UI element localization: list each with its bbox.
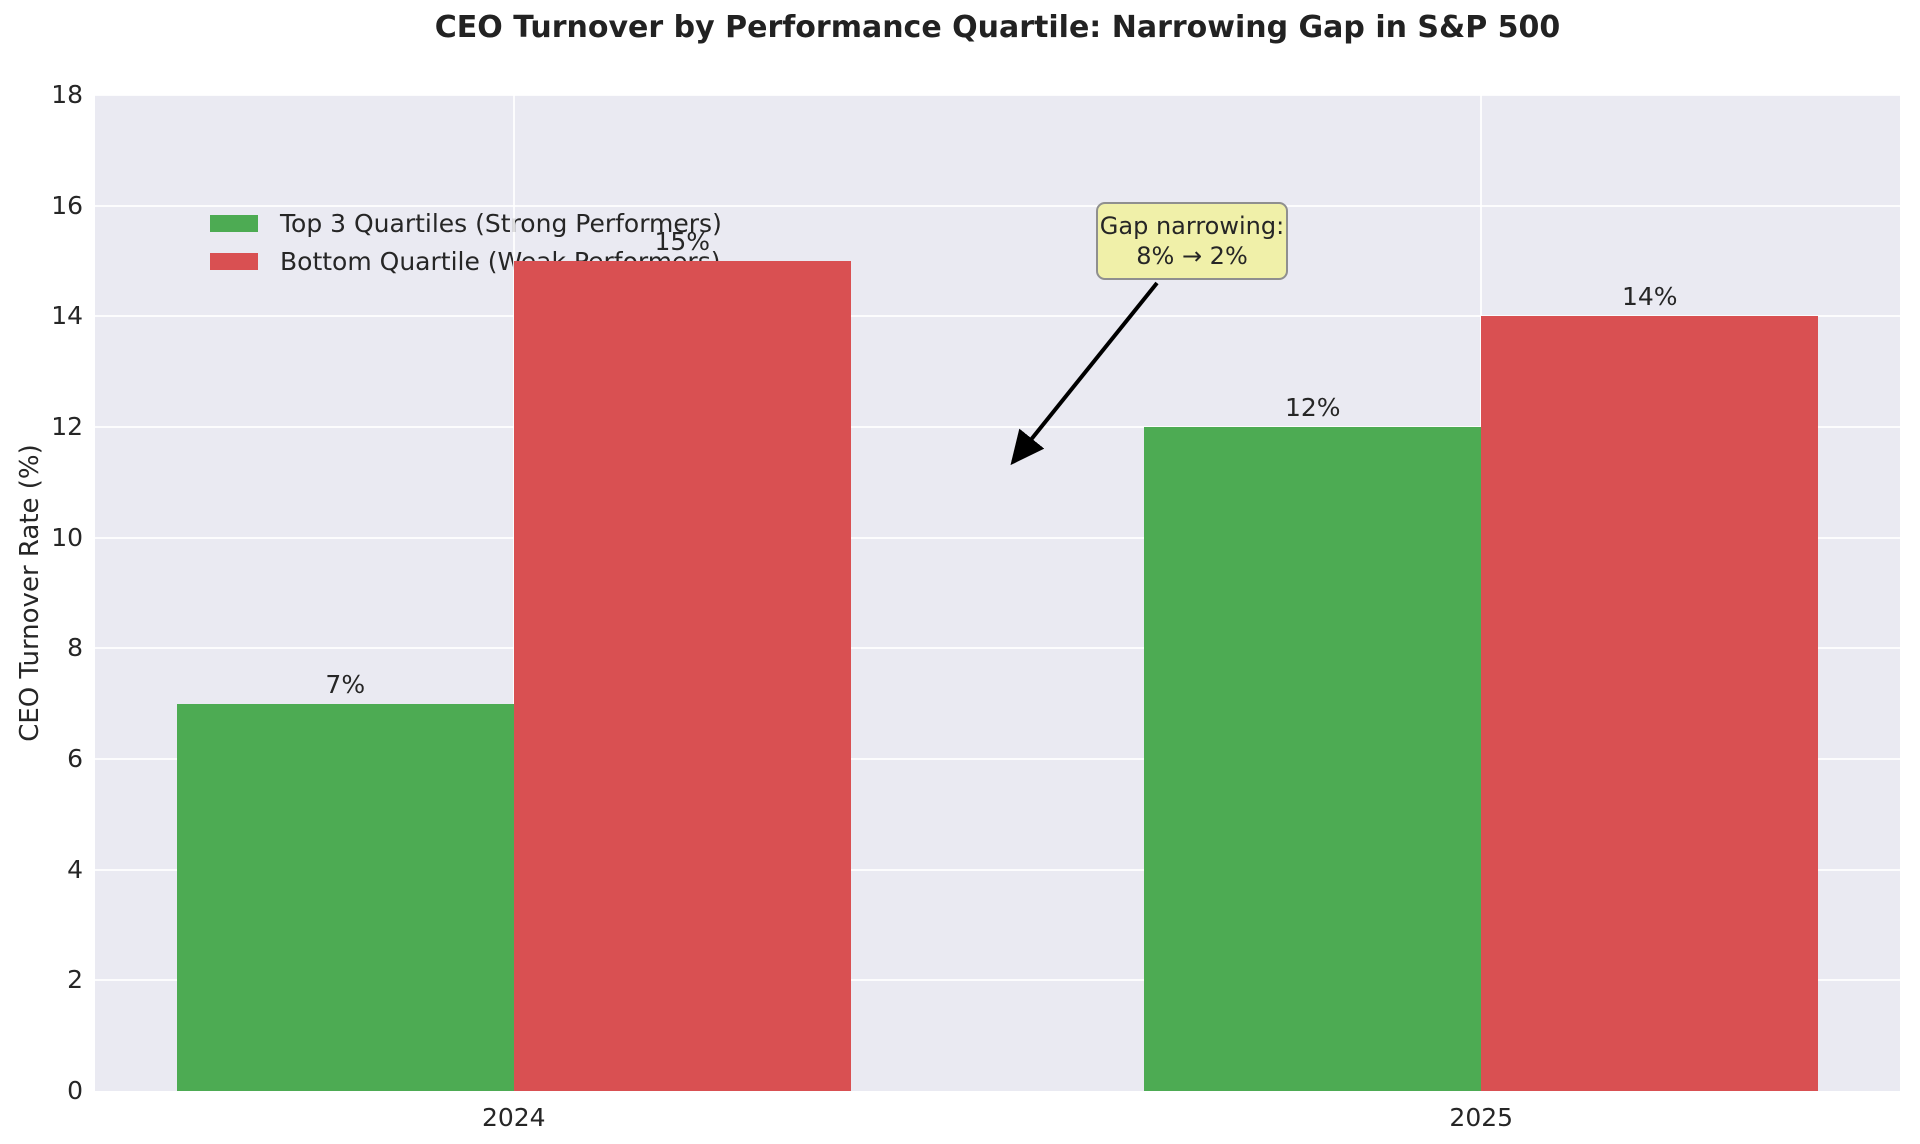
x-tick-label-2025: 2025 [1449,1103,1514,1132]
gridline-y-14 [95,315,1900,318]
y-tick-label-14: 14 [51,301,83,331]
y-tick-label-4: 4 [67,854,83,884]
plot-area: Top 3 Quartiles (Strong Performers) Bott… [95,94,1900,1091]
legend-item-strong-performers: Top 3 Quartiles (Strong Performers) [210,209,722,238]
bar-2025-series-0 [1144,427,1482,1091]
y-tick-label-16: 16 [51,190,83,220]
legend-swatch-green [210,215,258,232]
bar-2025-series-1 [1481,316,1819,1091]
bar-value-label-2024-series-1: 15% [654,227,711,256]
bar-value-label-2025-series-0: 12% [1284,393,1341,422]
gridline-y-4 [95,868,1900,871]
y-tick-label-10: 10 [51,522,83,552]
gridline-y-6 [95,758,1900,760]
gridline-y-8 [95,647,1900,650]
gridline-y-16 [95,204,1900,207]
bar-value-label-2024-series-0: 7% [325,669,366,699]
gridline-y-2 [95,979,1900,982]
gridline-y-18 [95,94,1900,96]
y-axis-label: CEO Turnover Rate (%) [15,444,45,742]
y-tick-label-6: 6 [67,744,83,773]
y-tick-label-0: 0 [67,1076,83,1105]
bar-2024-series-1 [513,261,851,1091]
legend-label-strong-performers: Top 3 Quartiles (Strong Performers) [280,209,722,238]
bar-value-label-2025-series-1: 14% [1621,282,1678,312]
gap-annotation-line1: Gap narrowing: [1099,212,1285,240]
y-tick-label-12: 12 [51,412,83,441]
gridline-y-10 [95,536,1900,539]
y-tick-label-2: 2 [67,965,83,995]
gridline-y-12 [95,426,1900,428]
gap-annotation: Gap narrowing: 8% → 2% [1096,202,1288,280]
y-tick-label-18: 18 [51,80,83,109]
y-tick-label-8: 8 [67,633,83,663]
chart-title: CEO Turnover by Performance Quartile: Na… [434,10,1561,45]
x-tick-label-2024: 2024 [481,1103,546,1132]
bar-2024-series-0 [176,703,514,1091]
gap-annotation-line2: 8% → 2% [1136,242,1248,270]
legend-swatch-red [210,253,258,270]
